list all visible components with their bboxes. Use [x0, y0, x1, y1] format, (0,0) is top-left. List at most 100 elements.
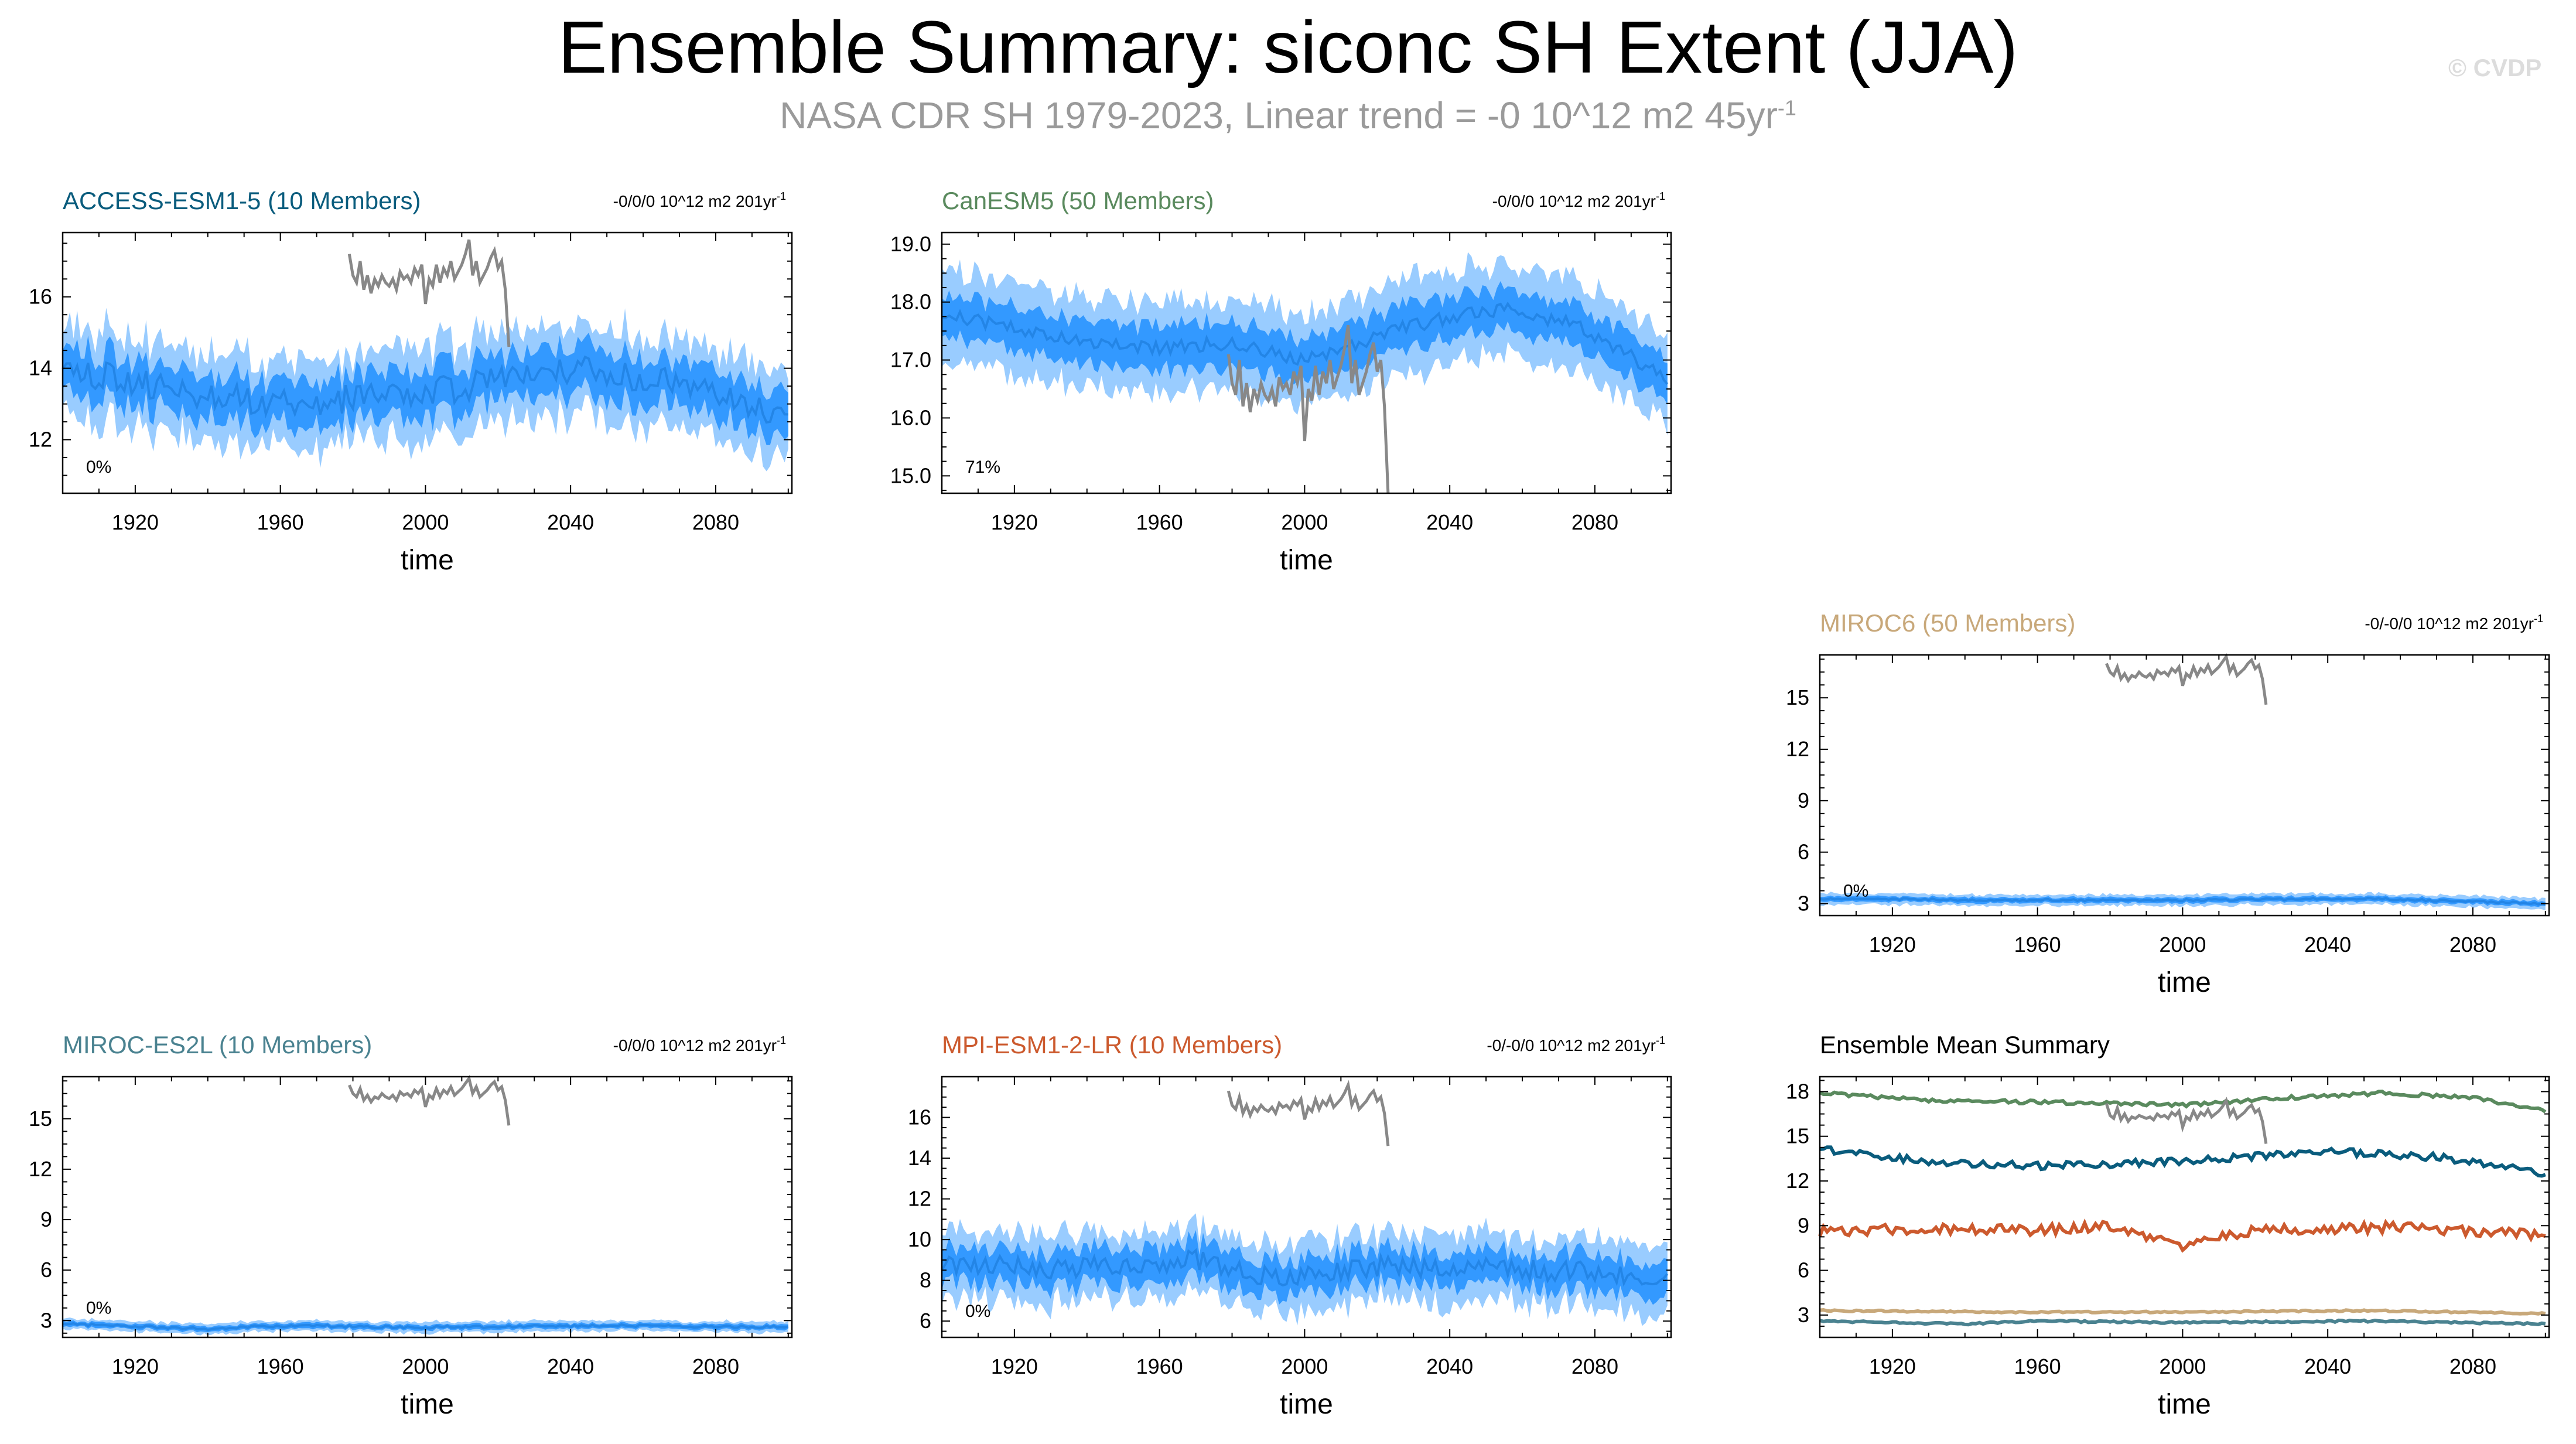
ensemble-mean-line	[62, 355, 788, 424]
chart-panel-summary: 1920 1960 2000 2040 2080 time 3 6 9 12 15 18 Ensembl…	[1786, 1031, 2550, 1420]
x-axis-label: time	[2158, 967, 2211, 998]
y-tick-label: 12	[29, 428, 52, 452]
y-tick-label: 12	[1786, 1169, 1809, 1193]
x-axis-label: time	[1280, 1389, 1333, 1420]
y-tick-label: 6	[920, 1309, 931, 1333]
x-tick-label: 2040	[547, 510, 594, 534]
trend-superscript: -1	[777, 1035, 786, 1046]
observations-line	[2105, 653, 2268, 705]
ensemble-mean-line	[941, 301, 1669, 385]
x-tick-label: 1920	[1869, 1354, 1916, 1378]
x-axis: 1920 1960 2000 2040 2080	[941, 233, 1668, 534]
panel-title: MIROC6 (50 Members)	[1820, 609, 2075, 637]
x-axis: 1920 1960 2000 2040 2080	[62, 233, 789, 534]
observations-line	[2104, 1097, 2268, 1144]
y-tick-label: 3	[40, 1308, 52, 1332]
x-tick-label: 2040	[1426, 510, 1473, 534]
y-tick-label: 9	[40, 1207, 52, 1231]
chart-panel-mpi: 1920 1960 2000 2040 2080 time 6 8 10 12 14 16 MPI-ES…	[908, 1031, 1672, 1420]
y-tick-label: 14	[908, 1146, 931, 1170]
y-tick-label: 15.0	[890, 463, 931, 487]
panel-title: ACCESS-ESM1-5 (10 Members)	[63, 187, 421, 214]
series-line-miroc6	[1819, 1308, 2546, 1316]
y-tick-label: 17.0	[890, 348, 931, 372]
x-axis-label: time	[1280, 545, 1333, 576]
x-tick-label: 1920	[991, 510, 1038, 534]
trend-superscript: -1	[2534, 613, 2543, 624]
y-axis: 3 6 9 12 15 18	[1786, 1079, 2549, 1338]
trend-label: -0/0/0 10^12 m2 201yr-1	[613, 1035, 786, 1054]
spread-inner-band	[942, 1230, 1668, 1305]
subtitle: NASA CDR SH 1979-2023, Linear trend = -0…	[0, 94, 2576, 137]
x-tick-label: 1920	[991, 1354, 1038, 1378]
x-tick-label: 2040	[1426, 1354, 1473, 1378]
x-tick-label: 1960	[257, 1354, 304, 1378]
trend-label: -0/-0/0 10^12 m2 201yr-1	[1487, 1035, 1665, 1054]
credit-watermark: © CVDP	[2448, 54, 2542, 81]
subtitle-superscript: -1	[1777, 95, 1796, 120]
y-tick-label: 6	[1798, 840, 1809, 864]
x-tick-label: 2080	[2449, 933, 2496, 957]
chart-panel-access: 1920 1960 2000 2040 2080 time 12 14 16 ACCESS-ESM…	[29, 187, 793, 576]
main-title: Ensemble Summary: siconc SH Extent (JJA)	[558, 6, 2018, 88]
series-line-mpi-esm1-2-lr	[1818, 1218, 2546, 1253]
observations-line	[1226, 1080, 1390, 1146]
y-axis: 3 6 9 12 15	[29, 1080, 792, 1334]
plot-frame	[1819, 1076, 2550, 1339]
trend-label: -0/0/0 10^12 m2 201yr-1	[613, 190, 786, 210]
x-tick-label: 1960	[1136, 510, 1183, 534]
percentile-label: 0%	[1843, 882, 1868, 901]
x-tick-label: 1960	[257, 510, 304, 534]
chart-panel-mirocel: 1920 1960 2000 2040 2080 time 3 6 9 12 15 MIROC-ES2…	[29, 1031, 793, 1420]
y-tick-label: 9	[1798, 1213, 1809, 1237]
subtitle-text: NASA CDR SH 1979-2023, Linear trend = -0…	[780, 94, 1778, 136]
x-tick-label: 2000	[1281, 510, 1328, 534]
chart-panel-miroc6: 1920 1960 2000 2040 2080 time 3 6 9 12 15 MIROC6 (5…	[1786, 609, 2550, 998]
ensemble-mean-line	[941, 1248, 1669, 1287]
y-axis: 15.0 16.0 17.0 18.0 19.0	[890, 232, 1671, 491]
x-tick-label: 2080	[1571, 1354, 1618, 1378]
x-tick-label: 1960	[1136, 1354, 1183, 1378]
y-tick-label: 15	[29, 1107, 52, 1131]
panel-title: Ensemble Mean Summary	[1820, 1031, 2110, 1059]
x-tick-label: 2080	[692, 510, 739, 534]
percentile-label: 0%	[965, 1302, 990, 1321]
series-line-miroc-es2l	[1819, 1318, 2546, 1327]
trend-text: -0/-0/0 10^12 m2 201yr	[1487, 1036, 1656, 1054]
ensemble-mean-line	[62, 1322, 789, 1332]
trend-text: -0/0/0 10^12 m2 201yr	[613, 1036, 777, 1054]
panel-title: MPI-ESM1-2-LR (10 Members)	[942, 1031, 1282, 1059]
plot-frame	[941, 1076, 1672, 1339]
x-axis: 1920 1960 2000 2040 2080	[941, 1077, 1668, 1378]
series-line-canesm5	[1819, 1090, 2547, 1114]
panel-title: MIROC-ES2L (10 Members)	[63, 1031, 372, 1059]
x-tick-label: 1920	[112, 1354, 159, 1378]
y-tick-label: 16	[29, 285, 52, 309]
y-tick-label: 8	[920, 1268, 931, 1292]
observations-line	[1226, 325, 1390, 494]
trend-text: -0/0/0 10^12 m2 201yr	[1492, 192, 1656, 210]
observations-line	[348, 1074, 511, 1126]
y-tick-label: 9	[1798, 788, 1809, 813]
trend-superscript: -1	[777, 190, 786, 202]
x-tick-label: 2000	[2159, 933, 2206, 957]
ensemble-mean-line	[1819, 896, 2546, 906]
y-tick-label: 6	[1798, 1258, 1809, 1282]
x-axis: 1920 1960 2000 2040 2080	[1819, 1077, 2546, 1378]
percentile-label: 71%	[965, 458, 1000, 477]
x-tick-label: 2000	[402, 1354, 449, 1378]
y-tick-label: 15	[1786, 685, 1809, 709]
x-tick-label: 2080	[692, 1354, 739, 1378]
y-tick-label: 14	[29, 356, 52, 380]
x-tick-label: 2000	[1281, 1354, 1328, 1378]
y-axis: 3 6 9 12 15	[1786, 658, 2549, 916]
y-tick-label: 12	[29, 1157, 52, 1181]
y-tick-label: 18	[1786, 1079, 1809, 1103]
x-axis: 1920 1960 2000 2040 2080	[1819, 655, 2546, 957]
x-tick-label: 1920	[1869, 933, 1916, 957]
plot-frame	[62, 1076, 793, 1339]
panel-title: CanESM5 (50 Members)	[942, 187, 1214, 214]
trend-label: -0/-0/0 10^12 m2 201yr-1	[2365, 613, 2543, 633]
x-tick-label: 2000	[402, 510, 449, 534]
